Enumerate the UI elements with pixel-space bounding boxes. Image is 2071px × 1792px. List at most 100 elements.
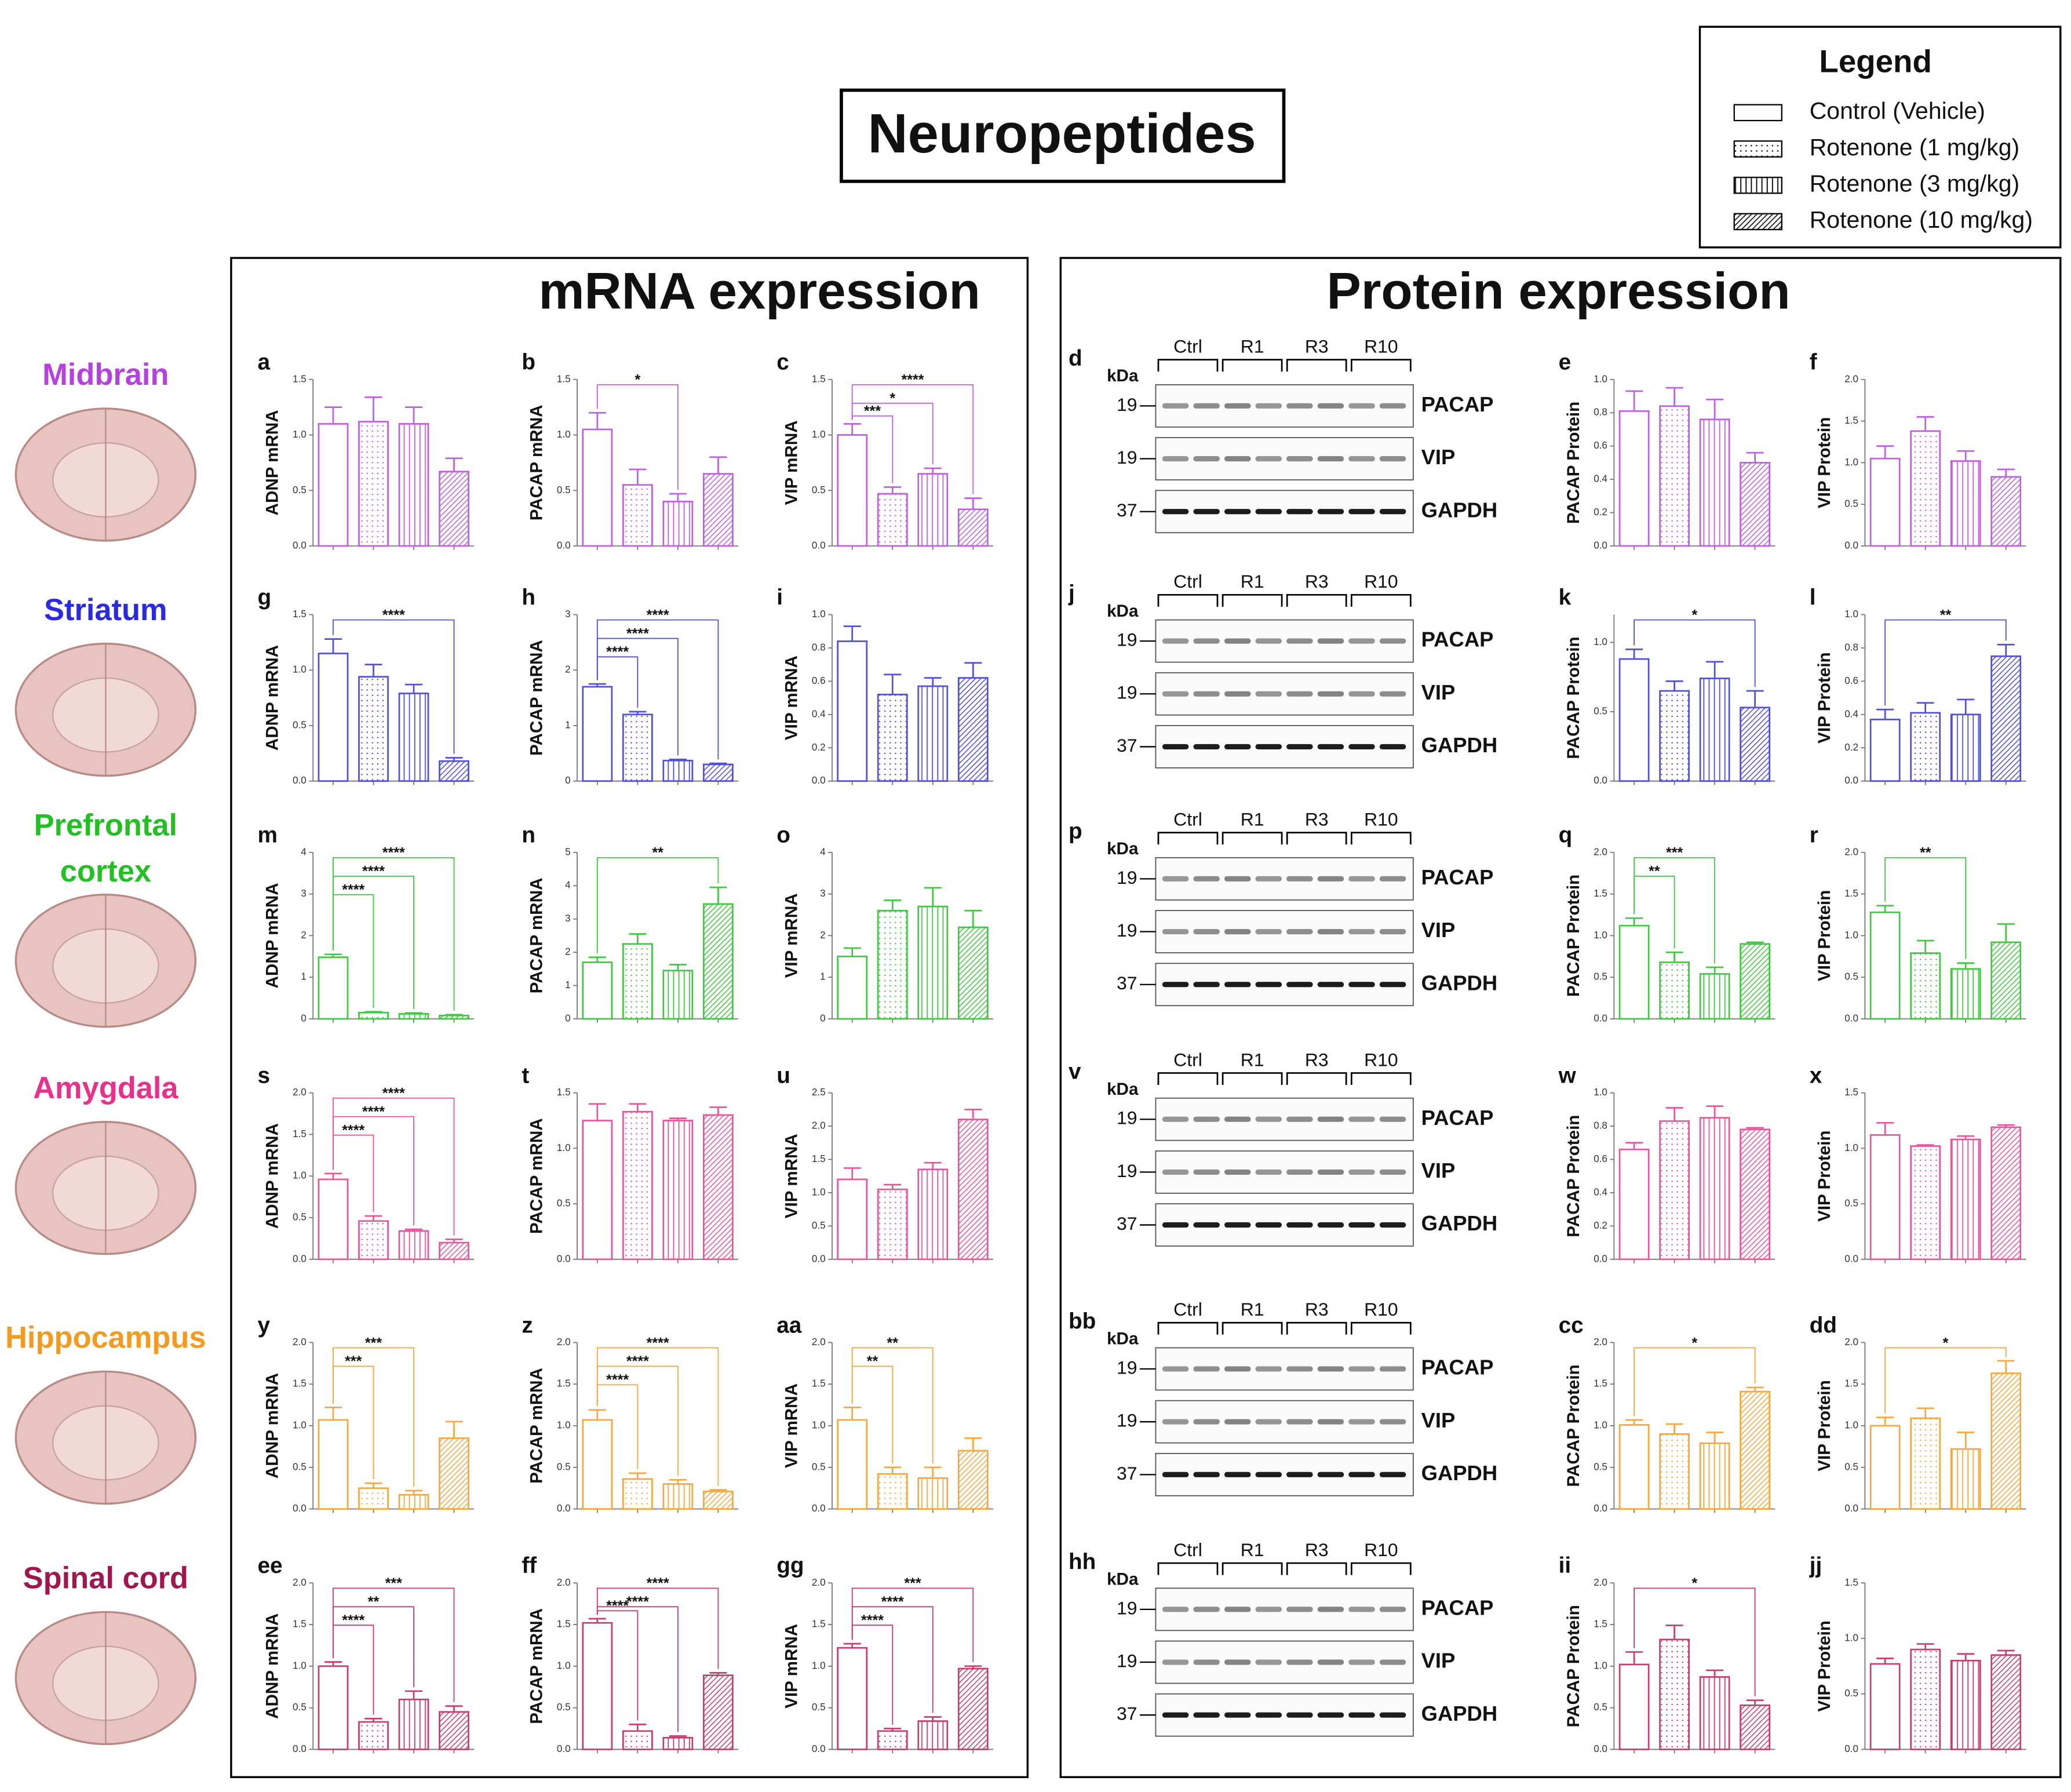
blot-band [1379,1116,1406,1122]
lane-group-bracket [1350,832,1412,845]
bar [622,713,653,782]
y-tick-label: 0.5 [1844,498,1858,509]
significance-label: *** [864,403,881,419]
band-size: 37 [1117,500,1137,520]
y-tick-label: 1.5 [1594,888,1607,899]
y-tick-label: 2.0 [293,1577,307,1588]
blot-band [1193,1169,1220,1175]
y-tick-label: 1 [301,971,307,982]
blot-band [1348,509,1375,515]
significance-label: **** [606,1598,629,1614]
lane-group-label: R3 [1305,1049,1329,1070]
panel-label: d [1069,346,1082,371]
bar [1659,1120,1690,1261]
y-tick-label: 1.5 [557,1378,571,1389]
y-tick-label: 0.5 [812,485,826,496]
region-name: Amygdala [33,1072,178,1105]
y-tick-label: 1.0 [293,1170,307,1181]
panel-label: t [522,1063,529,1088]
unit-label: kDa [1107,839,1139,858]
significance-label: **** [362,864,385,880]
blot-band [1162,928,1189,935]
y-tick-label: 1.5 [557,1619,571,1630]
panel-label: jj [1809,1553,1822,1578]
bar [1869,1663,1901,1750]
y-axis-label: PACAP mRNA [527,878,546,994]
y-tick-label: 1.5 [293,1378,307,1389]
y-axis-label: VIP Protein [1815,652,1834,744]
bar [702,1491,734,1510]
significance-label: **** [902,372,924,388]
lane-group-label: R10 [1364,336,1398,356]
y-axis-label: VIP Protein [1815,890,1834,981]
bar [398,1012,429,1020]
y-tick-label: 0.0 [557,1503,571,1514]
panel-label: z [522,1313,533,1338]
blot-band [1162,876,1189,882]
band-size: 19 [1117,682,1137,703]
blot-band [1286,1169,1313,1175]
legend-box [1698,26,2062,249]
y-axis-label: PACAP mRNA [527,640,546,756]
panel-label: k [1559,585,1572,610]
bar [318,1665,349,1750]
bar [358,1220,389,1261]
blot-band [1162,1712,1189,1718]
panel-label: ff [522,1553,537,1578]
bar [1910,1648,1941,1750]
bar [582,1120,613,1261]
y-axis-label: ADNP mRNA [263,883,282,988]
significance-label: *** [365,1335,382,1351]
blot-band [1255,982,1282,988]
blot-band [1255,638,1282,644]
y-tick-label: 0.0 [557,1743,571,1754]
bar [1950,713,1981,782]
legend-swatch [1733,213,1782,231]
y-tick-label: 2 [565,664,571,675]
blot-band [1286,1659,1313,1665]
blot-band [1286,638,1313,644]
bar [358,1011,389,1020]
significance-bracket [851,1347,934,1463]
panel-label: s [257,1063,270,1088]
blot-band [1286,1712,1313,1718]
bar [398,1494,429,1510]
significance-label: *** [904,1575,921,1591]
y-tick-label: 1.5 [812,1378,826,1389]
section-title: Protein expression [1327,262,1791,319]
bar [662,759,694,782]
blot-band [1286,509,1313,515]
section-title: mRNA expression [538,262,980,319]
blot-band [1379,982,1406,988]
bar [318,1178,349,1261]
significance-label: **** [881,1594,904,1610]
protein-box [1059,257,2062,1779]
y-tick-label: 0.0 [812,1743,826,1754]
blot-band [1379,509,1406,515]
lane-group-label: Ctrl [1173,808,1202,829]
legend-swatch [1733,104,1782,122]
bar [318,1419,349,1510]
y-tick-label: 1.5 [1844,1378,1858,1389]
y-tick-label: 2.0 [812,1577,826,1588]
significance-bracket [333,1347,414,1487]
bar [877,493,908,547]
lane-group-bracket [1350,359,1412,372]
y-tick-label: 0.0 [1594,540,1607,551]
y-tick-label: 1.5 [293,609,307,620]
y-tick-label: 0.0 [1594,775,1607,786]
y-axis-label: VIP Protein [1815,1380,1834,1472]
y-tick-label: 0.2 [812,742,826,753]
blot-band [1348,1607,1375,1612]
unit-label: kDa [1107,1570,1139,1589]
y-tick-label: 1.0 [1844,609,1858,620]
y-tick-label: 3 [820,888,826,899]
lane-group-bracket [1222,359,1283,372]
blot-band [1348,1659,1375,1665]
blot-band [1255,1607,1282,1612]
blot-band [1317,1169,1344,1175]
blot-band [1286,1366,1313,1372]
blot-band [1224,744,1251,749]
band-size: 37 [1117,1213,1137,1234]
blot-band [1317,403,1344,409]
